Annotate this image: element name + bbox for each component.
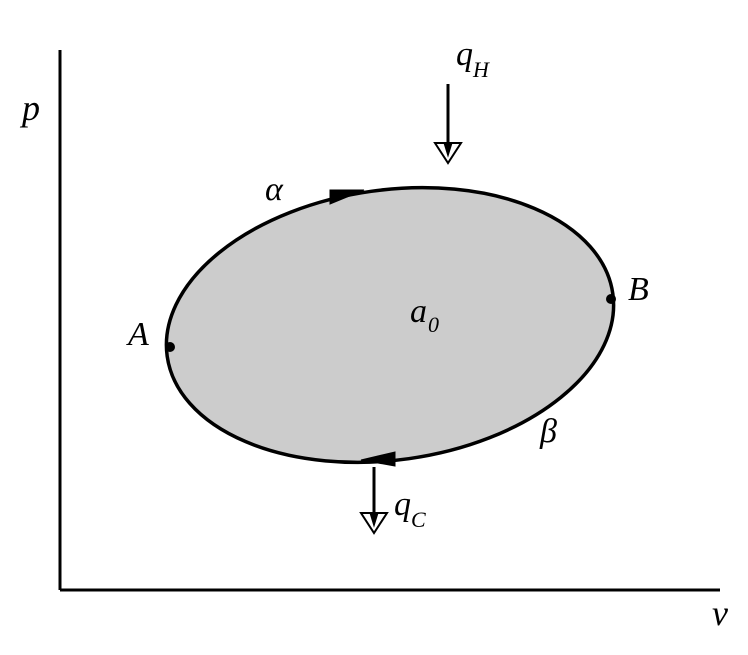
point-a-label: A [126,316,149,353]
pv-diagram: p v A B α β a0 qH qC [0,0,748,655]
point-b-label: B [628,271,649,308]
alpha-label: α [265,171,284,208]
y-axis-label: p [19,88,40,128]
diagram-svg: p v A B α β a0 qH qC [0,0,748,655]
qh-label: qH [456,36,490,82]
cycle-fill [148,160,631,490]
point-b [606,294,616,304]
x-axis-label: v [712,593,728,633]
cycle-ellipse-group [148,160,631,490]
point-a [165,342,175,352]
qc-label: qC [394,486,426,532]
beta-label: β [539,413,557,450]
